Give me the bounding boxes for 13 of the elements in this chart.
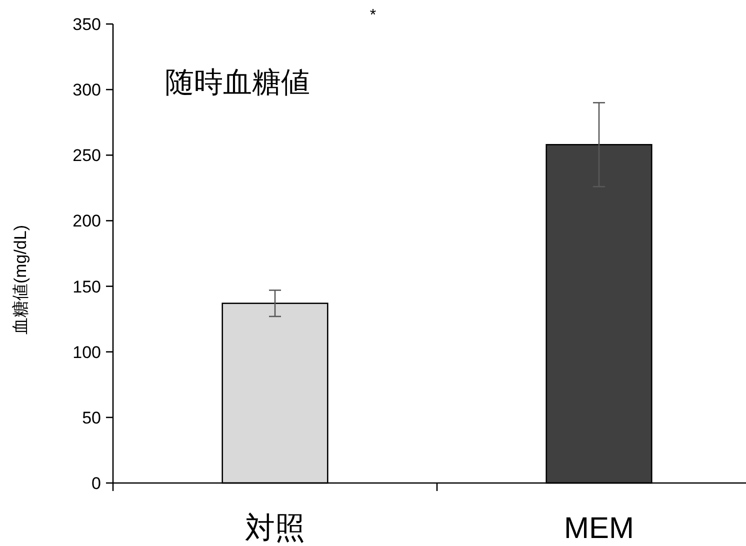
y-axis-title: 血糖値(mg/dL) — [11, 224, 30, 335]
x-tick-label: MEM — [564, 512, 634, 545]
y-tick-label: 0 — [92, 474, 101, 493]
annotation: * — [370, 7, 376, 24]
y-tick-label: 250 — [72, 146, 101, 166]
text: 随時血糖値 — [165, 67, 310, 99]
y-tick-label: 50 — [82, 408, 101, 428]
y-tick-label: 350 — [72, 15, 101, 34]
y-tick-label: 100 — [72, 342, 101, 362]
y-tick-label: 200 — [72, 212, 101, 231]
x-tick-label: 対照 — [245, 512, 305, 545]
y-tick-label: 150 — [72, 277, 101, 296]
y-tick-label: 300 — [72, 80, 101, 100]
